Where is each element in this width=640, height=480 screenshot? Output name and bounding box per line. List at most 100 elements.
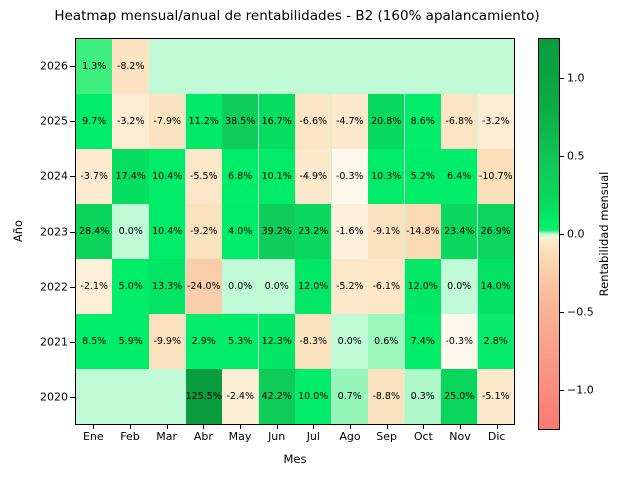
cell-value-label: -3.2%	[481, 115, 510, 127]
heatmap-cell: -3.7%	[76, 149, 113, 204]
cell-value-label: 12.3%	[261, 335, 292, 347]
cell-value-label: 38.5%	[225, 115, 256, 127]
cell-value-label: 17.4%	[115, 170, 146, 182]
colorbar-label: Rentabilidad mensual	[597, 171, 611, 297]
cell-value-label: -7.9%	[153, 115, 182, 127]
heatmap-cell: 5.3%	[221, 314, 259, 369]
heatmap-cell: -0.3%	[441, 314, 478, 369]
heatmap-cell: 10.1%	[258, 149, 295, 204]
heatmap-cell: -1.6%	[331, 204, 368, 259]
heatmap-cell: 8.5%	[76, 314, 113, 369]
cell-value-label: 125.5%	[185, 390, 222, 402]
cell-value-label: 6.4%	[447, 170, 472, 182]
cell-value-label: -9.9%	[153, 335, 182, 347]
heatmap-cell: 5.9%	[112, 314, 149, 369]
colorbar-tick-label: −1.0	[567, 383, 594, 397]
heatmap-cell: 6.8%	[221, 149, 259, 204]
x-tick-label-may: May	[228, 430, 252, 443]
cell-value-label: 7.4%	[410, 335, 435, 347]
cell-value-label: -5.5%	[189, 170, 218, 182]
x-tick-label-feb: Feb	[120, 430, 140, 443]
heatmap-cell: 9.7%	[76, 94, 113, 149]
heatmap-cell: 23.2%	[295, 204, 332, 259]
cell-value-label: 13.3%	[152, 280, 183, 292]
cell-value-label: -5.1%	[481, 390, 510, 402]
heatmap-cell	[185, 39, 222, 94]
x-tick-mark	[240, 425, 241, 429]
colorbar-tick-mark	[560, 389, 564, 391]
heatmap-cell	[112, 369, 149, 424]
colorbar-tick-label: 0.0	[567, 227, 585, 241]
heatmap-cell: 12.0%	[404, 259, 441, 314]
cell-value-label: 8.5%	[82, 335, 107, 347]
heatmap-cell: -5.5%	[185, 149, 222, 204]
cell-value-label: 5.0%	[118, 280, 143, 292]
heatmap-cell: 10.4%	[148, 149, 186, 204]
heatmap-cell: 6.4%	[441, 149, 478, 204]
cell-value-label: -8.3%	[299, 335, 328, 347]
cell-value-label: -8.8%	[372, 390, 401, 402]
heatmap-cell: -4.9%	[295, 149, 332, 204]
cell-value-label: 5.3%	[228, 335, 253, 347]
cell-value-label: 0.0%	[447, 280, 472, 292]
heatmap-cell: -3.2%	[112, 94, 149, 149]
cell-value-label: -2.4%	[226, 390, 255, 402]
cell-value-label: -4.9%	[299, 170, 328, 182]
y-tick-label-2020: 2020	[40, 390, 68, 404]
cell-value-label: -6.6%	[299, 115, 328, 127]
cell-value-label: -3.2%	[116, 115, 145, 127]
heatmap-cell: 5.2%	[404, 149, 441, 204]
heatmap-cell	[295, 39, 332, 94]
heatmap-cell: -10.7%	[477, 149, 514, 204]
heatmap-cell	[258, 39, 295, 94]
cell-value-label: -14.8%	[405, 225, 440, 237]
cell-value-label: 11.2%	[188, 115, 219, 127]
heatmap-cell: -8.2%	[112, 39, 149, 94]
x-tick-mark	[166, 425, 168, 429]
cell-value-label: -1.6%	[335, 225, 364, 237]
heatmap-cell: -6.6%	[295, 94, 332, 149]
heatmap-cell	[441, 39, 478, 94]
heatmap-cell	[148, 39, 186, 94]
cell-value-label: 28.4%	[79, 225, 110, 237]
y-tick-mark	[70, 397, 75, 399]
x-tick-label-jul: Jul	[306, 430, 320, 443]
heatmap-cell: 7.4%	[404, 314, 441, 369]
cell-value-label: 23.2%	[298, 225, 329, 237]
x-tick-label-mar: Mar	[156, 430, 178, 443]
x-axis-label: Mes	[283, 452, 307, 466]
cell-value-label: 10.0%	[298, 390, 329, 402]
cell-value-label: 1.3%	[82, 60, 107, 72]
cell-value-label: 25.0%	[444, 390, 475, 402]
heatmap-cell: -9.2%	[185, 204, 222, 259]
colorbar-gradient	[538, 38, 560, 430]
cell-value-label: 10.4%	[152, 170, 183, 182]
cell-value-label: -6.1%	[372, 280, 401, 292]
cell-value-label: -3.7%	[80, 170, 109, 182]
heatmap-cell: 2.9%	[185, 314, 222, 369]
y-tick-mark	[70, 176, 75, 178]
heatmap-cell: 26.9%	[477, 204, 514, 259]
x-tick-label-abr: Abr	[193, 430, 213, 443]
cell-value-label: 10.4%	[152, 225, 183, 237]
cell-value-label: 4.0%	[228, 225, 253, 237]
heatmap-cell: 12.0%	[295, 259, 332, 314]
colorbar-tick-mark	[560, 156, 564, 158]
cell-value-label: 20.8%	[371, 115, 402, 127]
cell-value-label: 5.9%	[118, 335, 143, 347]
heatmap-cell: -2.1%	[76, 259, 113, 314]
y-tick-label-2022: 2022	[40, 280, 68, 294]
cell-value-label: 0.3%	[410, 390, 435, 402]
x-tick-label-jun: Jun	[268, 430, 286, 443]
heatmap-cell	[331, 39, 368, 94]
x-tick-mark	[93, 425, 95, 429]
heatmap-cell: 12.3%	[258, 314, 295, 369]
cell-value-label: -24.0%	[186, 280, 221, 292]
cell-value-label: -0.3%	[445, 335, 474, 347]
colorbar-tick-mark	[560, 78, 564, 80]
chart-title: Heatmap mensual/anual de rentabilidades …	[54, 8, 540, 24]
cell-value-label: 16.7%	[261, 115, 292, 127]
x-tick-label-sep: Sep	[376, 430, 398, 443]
heatmap-cell: -5.1%	[477, 369, 514, 424]
cell-value-label: 5.2%	[410, 170, 435, 182]
